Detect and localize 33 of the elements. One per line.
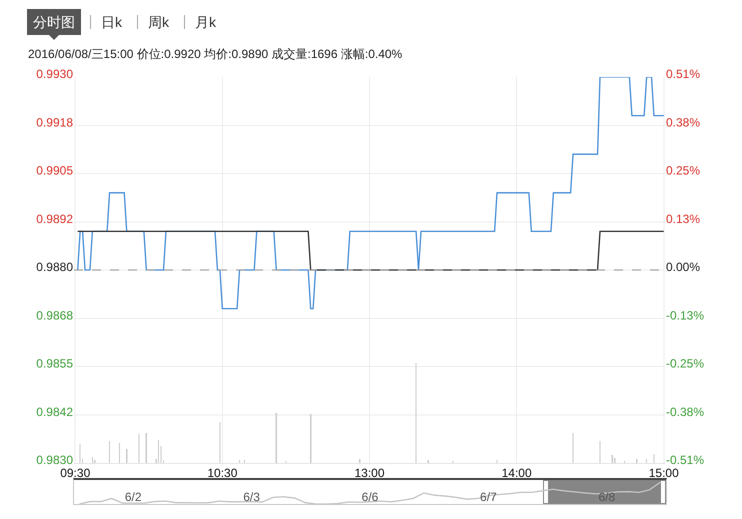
x-tick-label: 6/6 bbox=[362, 490, 379, 504]
x-tick-label: 10:30 bbox=[207, 466, 238, 480]
y-tick-label: 0.9880 bbox=[36, 260, 74, 274]
y-tick-label: 0.9918 bbox=[36, 115, 74, 130]
text: 周k bbox=[147, 13, 170, 32]
text: 日k bbox=[100, 13, 123, 32]
text: 分时图 bbox=[27, 9, 81, 35]
x-tick-label: 13:00 bbox=[354, 466, 385, 480]
y2-tick-label: -0.51% bbox=[666, 453, 704, 468]
x-tick-label: 6/3 bbox=[243, 490, 260, 504]
x-tick-label: 09:30 bbox=[60, 466, 91, 480]
y2-tick-label: 0.00% bbox=[666, 260, 700, 274]
y2-tick-label: -0.25% bbox=[666, 356, 704, 371]
y-tick-label: 0.9868 bbox=[36, 308, 74, 322]
y2-tick-label: -0.38% bbox=[666, 404, 704, 419]
y2-tick-label: 0.51% bbox=[666, 67, 700, 82]
y2-tick-label: -0.13% bbox=[666, 308, 704, 322]
y-tick-label: 0.9892 bbox=[36, 212, 74, 226]
y2-tick-label: 0.13% bbox=[666, 212, 700, 226]
chart-title: 2016/06/08/三15:00 价位:0.9920 均价:0.9890 成交量:1696 涨幅:0.40% bbox=[28, 46, 402, 63]
text: 月k bbox=[194, 13, 217, 32]
x-tick-label: 6/2 bbox=[124, 490, 142, 504]
y-tick-label: 0.9830 bbox=[36, 453, 74, 468]
y2-tick-label: 0.25% bbox=[666, 164, 700, 178]
y-tick-label: 0.9842 bbox=[36, 404, 74, 419]
y2-tick-label: 0.38% bbox=[666, 115, 700, 130]
y-tick-label: 0.9905 bbox=[36, 164, 74, 178]
x-tick-label: 14:00 bbox=[502, 466, 532, 480]
y-tick-label: 0.9855 bbox=[36, 356, 74, 371]
x-tick-label: 15:00 bbox=[648, 466, 680, 480]
x-tick-label: 6/8 bbox=[598, 490, 616, 504]
y-tick-label: 0.9930 bbox=[36, 67, 74, 82]
x-tick-label: 6/7 bbox=[480, 490, 498, 504]
